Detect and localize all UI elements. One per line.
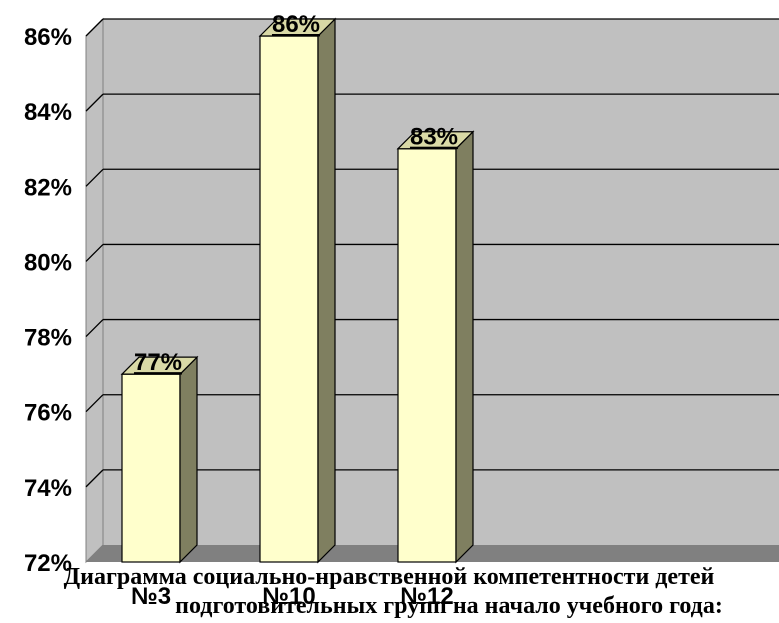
bar-front bbox=[397, 148, 457, 563]
bar-front bbox=[259, 35, 319, 563]
gridline-side bbox=[85, 168, 104, 187]
gridline-side bbox=[85, 469, 104, 488]
data-label: 83% bbox=[410, 124, 458, 151]
bar-top bbox=[120, 356, 199, 375]
gridline-side bbox=[85, 18, 104, 37]
y-tick-label: 72% bbox=[24, 550, 72, 577]
category-label: №3 bbox=[131, 583, 171, 610]
chart-title-line-2: подготовительных групп на начало учебног… bbox=[175, 593, 723, 619]
bar-top bbox=[258, 18, 337, 37]
y-tick-label: 74% bbox=[24, 475, 72, 502]
y-tick-label: 86% bbox=[24, 24, 72, 51]
gridline-side bbox=[85, 93, 104, 112]
bar bbox=[396, 130, 475, 564]
chart-title-line-1: Диаграмма социально-нравственной компете… bbox=[64, 564, 715, 590]
y-tick-label: 82% bbox=[24, 174, 72, 201]
plot-side-wall bbox=[85, 17, 104, 564]
y-tick-label: 78% bbox=[24, 325, 72, 352]
gridline-side bbox=[85, 319, 104, 338]
bar bbox=[120, 355, 199, 564]
data-label: 77% bbox=[134, 349, 182, 376]
category-label: №12 bbox=[400, 583, 453, 610]
y-tick-label: 80% bbox=[24, 249, 72, 276]
bar-side bbox=[455, 130, 474, 564]
data-label: 86% bbox=[272, 11, 320, 38]
bar bbox=[258, 17, 337, 564]
category-label: №10 bbox=[262, 583, 315, 610]
bar-side bbox=[317, 17, 336, 564]
bar-front bbox=[121, 373, 181, 563]
bar-top bbox=[396, 131, 475, 150]
y-tick-label: 76% bbox=[24, 400, 72, 427]
gridline-side bbox=[85, 243, 104, 262]
bar-side bbox=[179, 355, 198, 564]
y-tick-label: 84% bbox=[24, 99, 72, 126]
gridline-side bbox=[85, 394, 104, 413]
